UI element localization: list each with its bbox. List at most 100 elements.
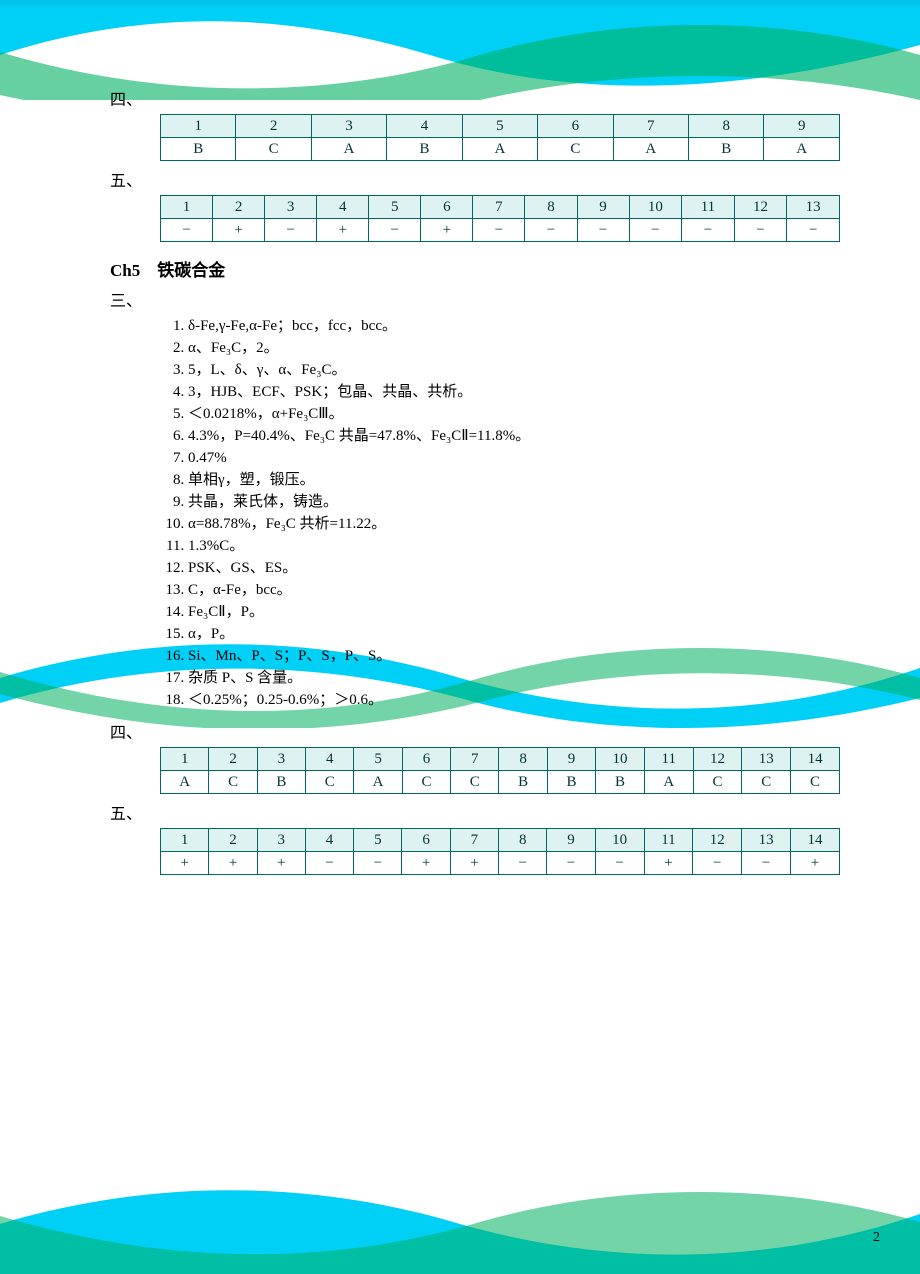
table-cell: A <box>613 138 688 161</box>
table-b: 12345678910111213 −+−+−+−−−−−−− <box>160 195 840 242</box>
section-4-label-b: 四、 <box>110 719 840 743</box>
table-cell: 2 <box>209 748 257 771</box>
table-cell: 9 <box>577 196 629 219</box>
table-cell: 5 <box>369 196 421 219</box>
fill-item: ＜0.25%；0.25-0.6%；＞0.6。 <box>188 689 840 711</box>
table-cell: 6 <box>402 829 450 852</box>
table-cell: 6 <box>421 196 473 219</box>
table-cell: 8 <box>499 829 547 852</box>
table-cell: C <box>236 138 311 161</box>
table-cell: 12 <box>693 829 742 852</box>
table-cell: − <box>734 219 787 242</box>
table-cell: 10 <box>629 196 682 219</box>
table-cell: 3 <box>257 748 305 771</box>
table-cell: − <box>161 219 213 242</box>
table-cell: 3 <box>311 115 386 138</box>
table-cell: 2 <box>213 196 265 219</box>
table-cell: − <box>577 219 629 242</box>
fill-item: 3，HJB、ECF、PSK；包晶、共晶、共析。 <box>188 381 840 403</box>
section-5-label-b: 五、 <box>110 800 840 824</box>
table-cell: 5 <box>462 115 537 138</box>
fill-item: PSK、GS、ES。 <box>188 557 840 579</box>
table-cell: + <box>213 219 265 242</box>
table-cell: A <box>644 771 693 794</box>
table-cell: + <box>791 852 840 875</box>
fill-item: α，P。 <box>188 623 840 645</box>
table-cell: 13 <box>742 829 791 852</box>
table-cell: B <box>161 138 236 161</box>
table-cell: − <box>265 219 317 242</box>
table-cell: 11 <box>644 748 693 771</box>
table-cell: + <box>317 219 369 242</box>
table-cell: A <box>354 771 402 794</box>
table-cell: − <box>354 852 402 875</box>
table-cell: 14 <box>791 748 840 771</box>
table-d: 1234567891011121314 +++−−++−−−+−−+ <box>160 828 840 875</box>
table-cell: 4 <box>306 748 354 771</box>
ch5-fill-list: δ-Fe,γ-Fe,α-Fe；bcc，fcc，bcc。α、Fe₃C，2。5，L、… <box>110 315 840 711</box>
table-cell: + <box>257 852 305 875</box>
fill-item: 0.47% <box>188 447 840 469</box>
fill-item: α=88.78%，Fe₃C 共析=11.22。 <box>188 513 840 535</box>
table-c: 1234567891011121314 ACBCACCBBBACCC <box>160 747 840 794</box>
fill-item: 共晶，莱氏体，铸造。 <box>188 491 840 513</box>
table-cell: B <box>596 771 645 794</box>
fill-item: 5，L、δ、γ、α、Fe₃C。 <box>188 359 840 381</box>
table-cell: 7 <box>450 829 498 852</box>
table-cell: C <box>306 771 354 794</box>
table-cell: 3 <box>257 829 305 852</box>
fill-item: 单相γ，塑，锻压。 <box>188 469 840 491</box>
fill-item: 4.3%，P=40.4%、Fe₃C 共晶=47.8%、Fe₃CⅡ=11.8%。 <box>188 425 840 447</box>
table-cell: 5 <box>354 829 402 852</box>
table-cell: − <box>473 219 525 242</box>
fill-item: 杂质 P、S 含量。 <box>188 667 840 689</box>
table-cell: + <box>450 852 498 875</box>
table-cell: 3 <box>265 196 317 219</box>
table-cell: − <box>369 219 421 242</box>
table-cell: + <box>644 852 693 875</box>
table-cell: A <box>462 138 537 161</box>
table-cell: C <box>209 771 257 794</box>
table-cell: 4 <box>317 196 369 219</box>
table-cell: 1 <box>161 829 209 852</box>
table-cell: 5 <box>354 748 402 771</box>
section-5-label: 五、 <box>110 167 840 191</box>
table-cell: 10 <box>596 748 645 771</box>
table-cell: + <box>421 219 473 242</box>
table-cell: 8 <box>499 748 547 771</box>
table-cell: 7 <box>473 196 525 219</box>
table-cell: A <box>311 138 386 161</box>
table-cell: C <box>791 771 840 794</box>
table-cell: 13 <box>742 748 791 771</box>
table-cell: 1 <box>161 115 236 138</box>
table-cell: C <box>451 771 499 794</box>
section-4-label: 四、 <box>110 86 840 110</box>
table-cell: 8 <box>689 115 764 138</box>
section-3-label: 三、 <box>110 287 840 311</box>
table-cell: 10 <box>595 829 644 852</box>
table-cell: 11 <box>682 196 735 219</box>
table-cell: 6 <box>402 748 450 771</box>
table-cell: B <box>387 138 462 161</box>
ch5-title: Ch5 铁碳合金 <box>110 256 840 281</box>
table-cell: 14 <box>791 829 840 852</box>
table-cell: − <box>547 852 595 875</box>
table-cell: − <box>742 852 791 875</box>
table-cell: B <box>499 771 547 794</box>
table-cell: − <box>629 219 682 242</box>
table-cell: 12 <box>693 748 742 771</box>
table-cell: C <box>742 771 791 794</box>
table-cell: − <box>525 219 577 242</box>
table-cell: 7 <box>613 115 688 138</box>
table-cell: C <box>402 771 450 794</box>
table-cell: 13 <box>787 196 840 219</box>
table-cell: 12 <box>734 196 787 219</box>
fill-item: Si、Mn、P、S；P、S，P、S。 <box>188 645 840 667</box>
table-cell: B <box>689 138 764 161</box>
table-cell: 6 <box>538 115 613 138</box>
table-cell: − <box>682 219 735 242</box>
table-cell: 4 <box>305 829 353 852</box>
table-cell: 1 <box>161 196 213 219</box>
table-cell: − <box>787 219 840 242</box>
table-cell: B <box>257 771 305 794</box>
